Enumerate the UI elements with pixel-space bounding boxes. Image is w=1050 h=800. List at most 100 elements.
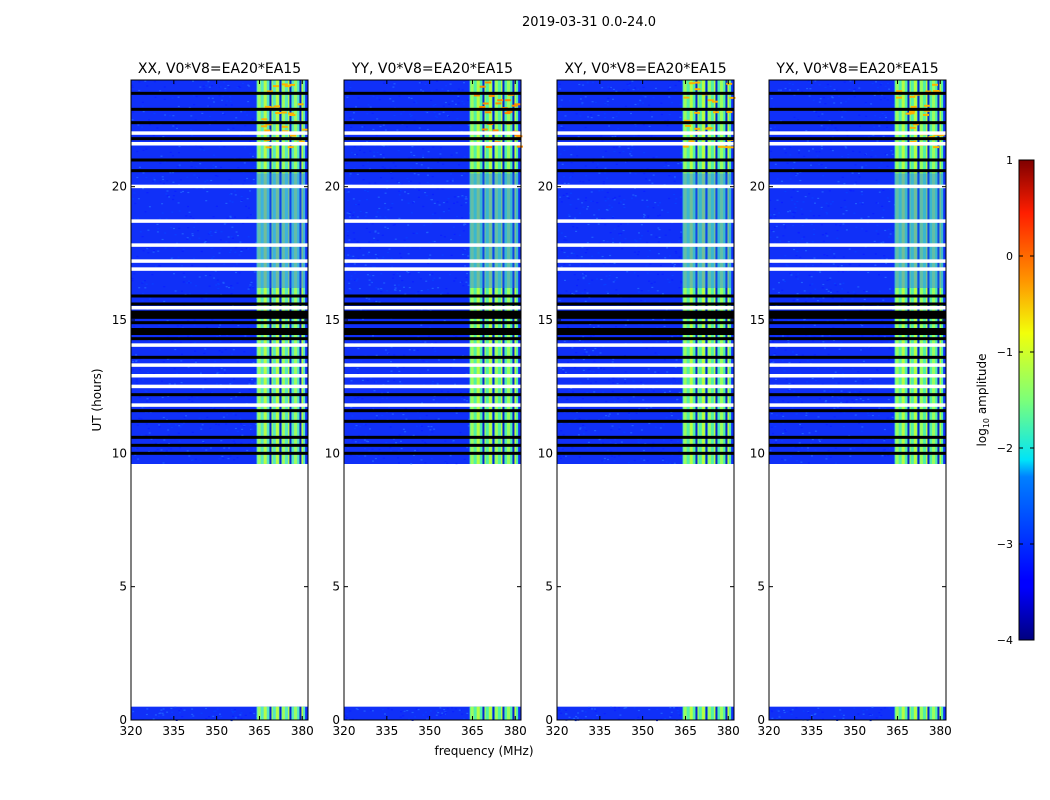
- noise-pixel: [558, 455, 561, 457]
- noise-pixel: [571, 222, 574, 224]
- noise-pixel: [431, 240, 434, 242]
- noise-pixel: [417, 271, 420, 274]
- noise-pixel: [368, 231, 371, 233]
- noise-pixel: [569, 176, 572, 178]
- noise-pixel: [784, 459, 787, 461]
- noise-pixel: [582, 84, 585, 86]
- flagged-row: [344, 355, 521, 359]
- noise-pixel: [160, 155, 163, 157]
- noise-pixel: [240, 250, 243, 252]
- flagged-row: [131, 107, 308, 111]
- noise-pixel: [252, 305, 255, 307]
- noise-pixel: [465, 196, 468, 198]
- noise-pixel: [613, 456, 616, 458]
- noise-pixel: [223, 407, 226, 409]
- flagged-row: [131, 321, 308, 325]
- gap-row: [344, 184, 521, 189]
- noise-pixel: [398, 95, 401, 97]
- noise-pixel: [818, 101, 821, 103]
- noise-pixel: [369, 275, 371, 277]
- band-stripe: [725, 80, 728, 464]
- noise-pixel: [662, 448, 665, 450]
- noise-pixel: [789, 210, 792, 212]
- noise-pixel: [600, 278, 603, 281]
- noise-pixel: [584, 289, 587, 291]
- noise-pixel: [576, 717, 579, 719]
- band-stripe: [299, 80, 302, 464]
- noise-pixel: [378, 448, 381, 451]
- noise-pixel: [803, 290, 806, 292]
- noise-pixel: [424, 441, 426, 444]
- noise-pixel: [348, 213, 351, 215]
- noise-pixel: [577, 198, 580, 200]
- noise-pixel: [640, 235, 643, 237]
- noise-pixel: [876, 369, 878, 371]
- noise-pixel: [427, 425, 430, 428]
- noise-pixel: [223, 369, 226, 371]
- noise-pixel: [436, 80, 439, 82]
- noise-pixel: [576, 284, 578, 287]
- noise-pixel: [193, 104, 196, 106]
- noise-pixel: [231, 353, 233, 355]
- noise-pixel: [608, 413, 611, 415]
- noise-pixel: [622, 150, 625, 152]
- noise-pixel: [178, 210, 181, 212]
- noise-pixel: [601, 460, 604, 462]
- noise-pixel: [576, 411, 578, 413]
- noise-pixel: [668, 85, 671, 87]
- y-tick-label: 0: [332, 713, 340, 727]
- noise-pixel: [774, 399, 777, 401]
- band-stripe: [917, 706, 920, 720]
- noise-pixel: [225, 241, 228, 243]
- noise-pixel: [775, 225, 778, 227]
- noise-pixel: [584, 252, 587, 254]
- noise-pixel: [403, 239, 406, 241]
- noise-pixel: [157, 228, 160, 230]
- noise-pixel: [351, 118, 354, 120]
- noise-pixel: [861, 194, 864, 196]
- noise-pixel: [883, 326, 886, 328]
- noise-pixel: [865, 290, 868, 293]
- noise-pixel: [579, 427, 582, 429]
- noise-pixel: [179, 426, 182, 428]
- noise-pixel: [168, 423, 171, 425]
- noise-pixel: [249, 214, 252, 216]
- noise-pixel: [418, 127, 421, 129]
- hot-pixel: [896, 96, 902, 99]
- noise-pixel: [787, 339, 790, 341]
- noise-pixel: [390, 207, 393, 209]
- noise-pixel: [229, 200, 232, 202]
- noise-pixel: [457, 95, 460, 97]
- noise-pixel: [858, 151, 861, 153]
- noise-pixel: [358, 455, 361, 458]
- noise-pixel: [881, 407, 884, 409]
- noise-pixel: [791, 199, 793, 201]
- hot-pixel: [717, 145, 724, 148]
- noise-pixel: [398, 217, 401, 219]
- noise-pixel: [873, 94, 876, 96]
- noise-pixel: [845, 229, 848, 231]
- noise-pixel: [890, 150, 893, 152]
- noise-pixel: [413, 101, 416, 103]
- noise-pixel: [651, 447, 654, 449]
- noise-pixel: [886, 126, 888, 128]
- noise-pixel: [240, 442, 243, 444]
- noise-pixel: [673, 265, 676, 267]
- noise-pixel: [664, 257, 667, 259]
- noise-pixel: [562, 369, 565, 371]
- noise-pixel: [234, 709, 236, 711]
- noise-pixel: [792, 382, 795, 385]
- noise-pixel: [648, 280, 651, 282]
- noise-pixel: [812, 99, 815, 101]
- noise-pixel: [146, 708, 149, 710]
- noise-pixel: [467, 255, 470, 257]
- noise-pixel: [375, 216, 378, 218]
- noise-pixel: [840, 298, 843, 300]
- noise-pixel: [375, 415, 378, 417]
- noise-pixel: [387, 707, 390, 710]
- noise-pixel: [218, 252, 221, 254]
- noise-pixel: [785, 265, 788, 267]
- noise-pixel: [610, 451, 613, 453]
